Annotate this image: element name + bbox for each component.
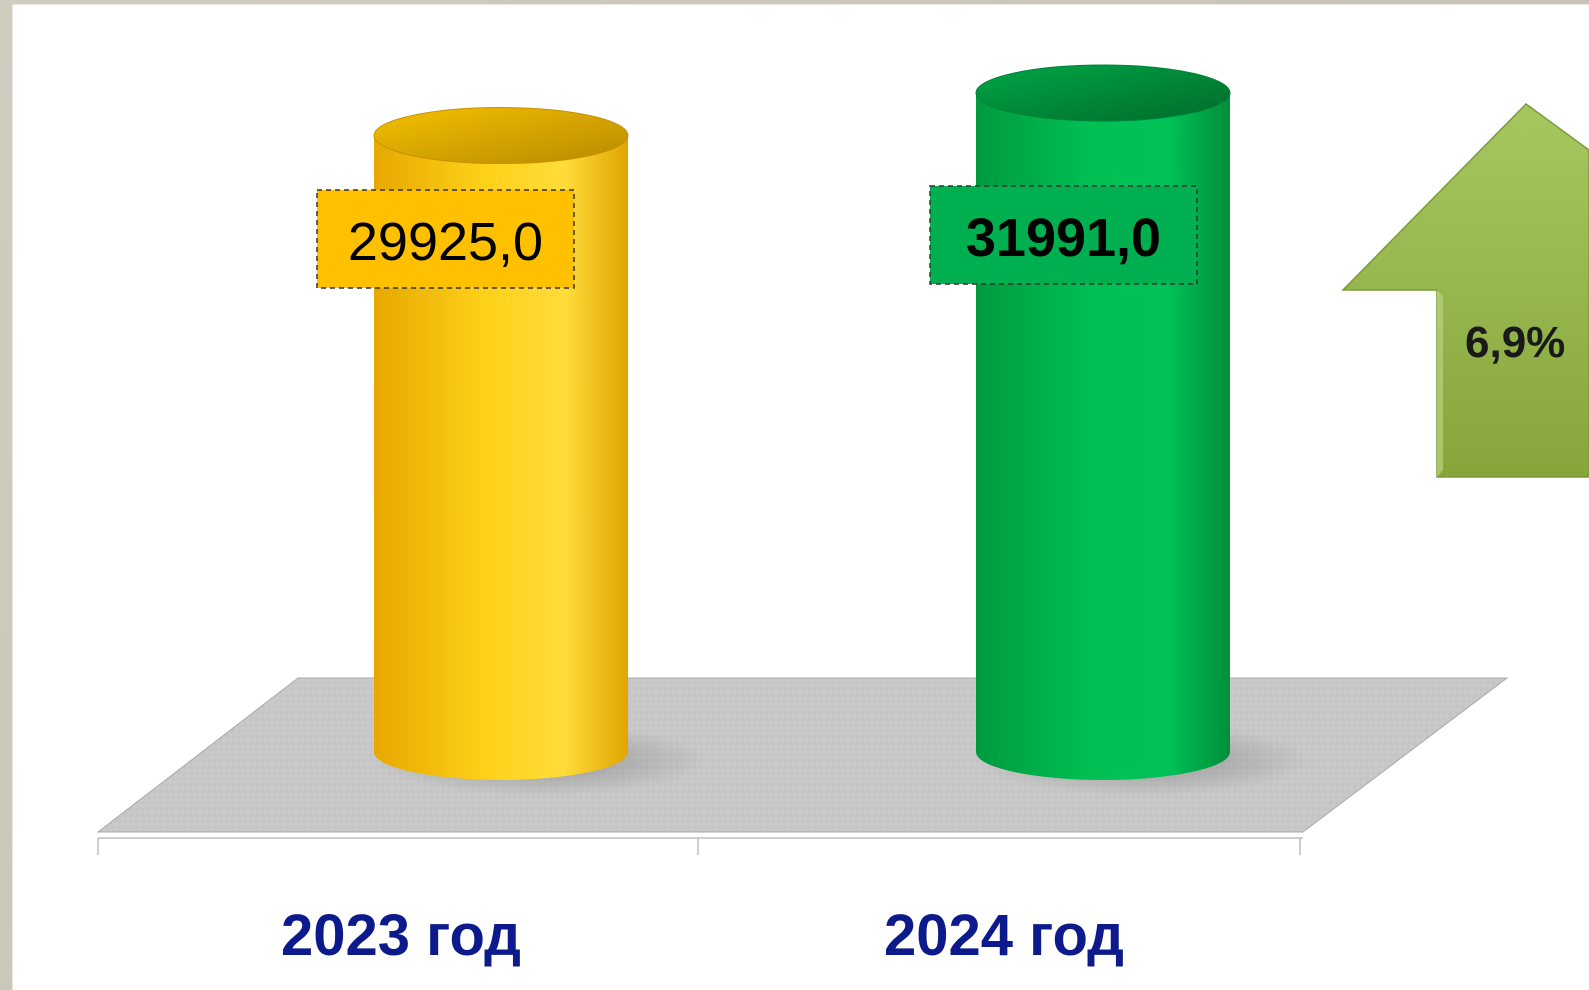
bar-top — [373, 107, 629, 165]
bar-body — [374, 135, 628, 781]
category-label: 2024 год — [884, 903, 1124, 968]
bars-layer: 29925,0 31991,0 — [316, 64, 1310, 796]
data-label: 31991,0 — [929, 185, 1198, 285]
arrow-bevel — [1437, 290, 1443, 477]
bar — [373, 107, 708, 796]
bar-top — [975, 64, 1231, 122]
data-label-text: 31991,0 — [966, 208, 1161, 268]
data-label-text: 29925,0 — [348, 212, 543, 272]
data-label-box — [316, 189, 575, 289]
data-label-box — [929, 185, 1198, 285]
category-label: 2023 год — [281, 903, 521, 968]
growth-indicator: 6,9% — [1341, 103, 1589, 478]
growth-percent-label: 6,9% — [1465, 318, 1565, 367]
data-label: 29925,0 — [316, 189, 575, 289]
up-arrow-icon — [1341, 103, 1589, 478]
